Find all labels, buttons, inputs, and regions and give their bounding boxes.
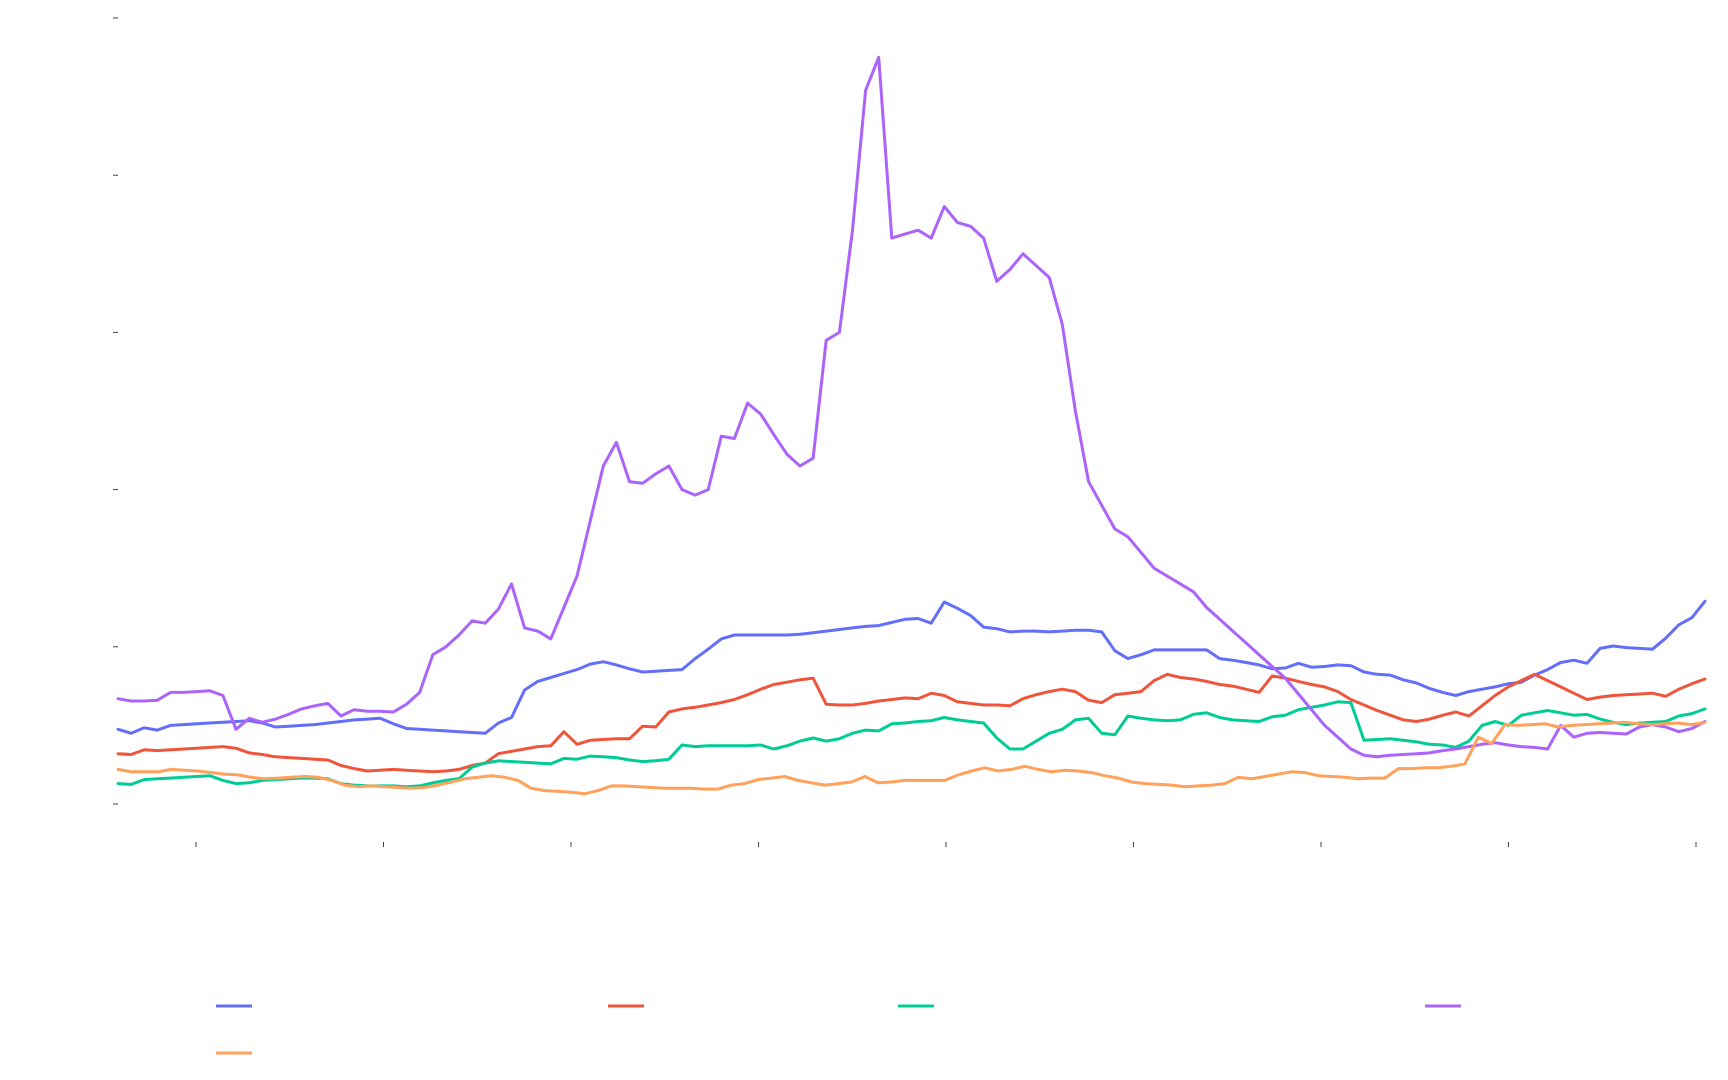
series-line-1[interactable] bbox=[116, 672, 1707, 774]
series-line-4[interactable] bbox=[116, 720, 1707, 796]
series-line-3[interactable] bbox=[116, 55, 1707, 759]
legend[interactable] bbox=[216, 1004, 1461, 1055]
series-line-0[interactable] bbox=[116, 599, 1707, 735]
y-axis-ticks bbox=[113, 17, 118, 805]
series-lines bbox=[116, 55, 1707, 796]
x-axis-ticks bbox=[195, 842, 1697, 847]
